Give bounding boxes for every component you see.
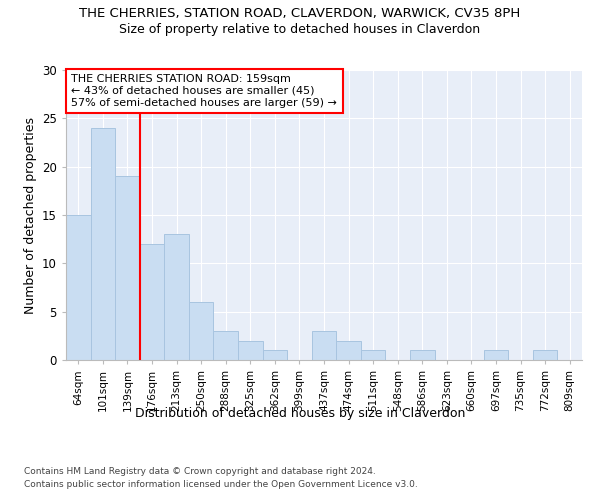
- Y-axis label: Number of detached properties: Number of detached properties: [23, 116, 37, 314]
- Bar: [66, 215, 91, 360]
- Bar: [263, 350, 287, 360]
- Bar: [238, 340, 263, 360]
- Bar: [336, 340, 361, 360]
- Bar: [140, 244, 164, 360]
- Text: Contains public sector information licensed under the Open Government Licence v3: Contains public sector information licen…: [24, 480, 418, 489]
- Bar: [361, 350, 385, 360]
- Bar: [533, 350, 557, 360]
- Bar: [484, 350, 508, 360]
- Bar: [164, 234, 189, 360]
- Text: Contains HM Land Registry data © Crown copyright and database right 2024.: Contains HM Land Registry data © Crown c…: [24, 468, 376, 476]
- Bar: [91, 128, 115, 360]
- Bar: [214, 331, 238, 360]
- Text: Distribution of detached houses by size in Claverdon: Distribution of detached houses by size …: [135, 408, 465, 420]
- Text: THE CHERRIES, STATION ROAD, CLAVERDON, WARWICK, CV35 8PH: THE CHERRIES, STATION ROAD, CLAVERDON, W…: [79, 8, 521, 20]
- Bar: [189, 302, 214, 360]
- Bar: [312, 331, 336, 360]
- Bar: [410, 350, 434, 360]
- Bar: [115, 176, 140, 360]
- Text: Size of property relative to detached houses in Claverdon: Size of property relative to detached ho…: [119, 22, 481, 36]
- Text: THE CHERRIES STATION ROAD: 159sqm
← 43% of detached houses are smaller (45)
57% : THE CHERRIES STATION ROAD: 159sqm ← 43% …: [71, 74, 337, 108]
